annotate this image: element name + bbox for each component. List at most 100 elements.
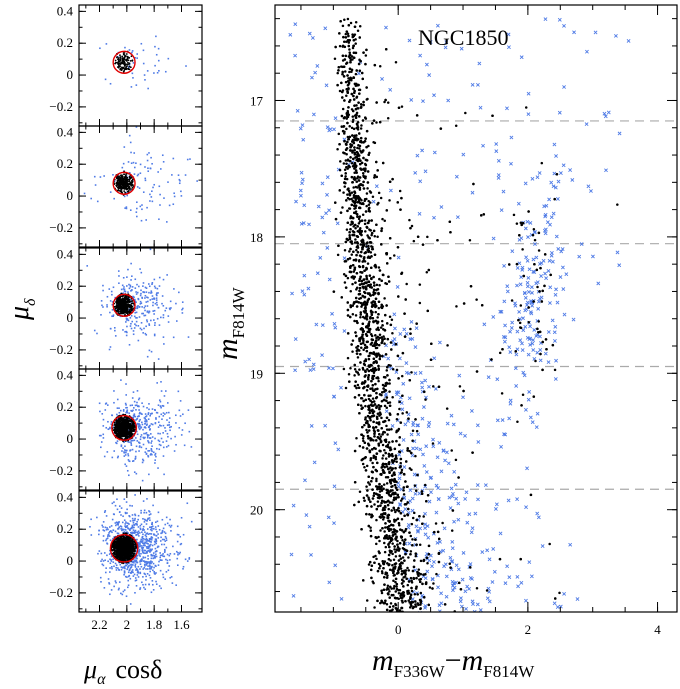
field-star (135, 405, 137, 407)
member-star (116, 302, 118, 304)
field-star (128, 576, 130, 578)
field-star (123, 163, 125, 165)
field-star (146, 319, 148, 321)
member-star (124, 426, 126, 428)
field-star (124, 463, 126, 465)
member-star (128, 557, 130, 559)
field-star (164, 551, 166, 553)
field-star (178, 174, 180, 176)
member-star (113, 541, 115, 543)
field-star (133, 522, 135, 524)
field-star (101, 413, 103, 415)
field-star (165, 430, 167, 432)
field-star (151, 526, 153, 528)
member-star (123, 181, 125, 183)
field-star (182, 312, 184, 314)
field-star (182, 429, 184, 431)
field-star (151, 451, 153, 453)
field-star (137, 572, 139, 574)
field-star (148, 561, 150, 563)
member-stars (110, 532, 137, 564)
field-star (136, 211, 138, 213)
field-star (175, 422, 177, 424)
member-star (129, 427, 131, 429)
field-star (171, 174, 173, 176)
member-star (128, 547, 130, 549)
field-star (115, 525, 117, 527)
field-star (159, 433, 161, 435)
field-star (166, 537, 168, 539)
field-star (169, 555, 171, 557)
field-star (131, 162, 133, 164)
field-star (159, 440, 161, 442)
field-star (142, 429, 144, 431)
field-star (146, 520, 148, 522)
field-star (170, 307, 172, 309)
field-star (140, 573, 142, 575)
field-star (148, 152, 150, 154)
field-star (144, 521, 146, 523)
field-star (156, 299, 158, 301)
field-star (102, 434, 104, 436)
field-star (168, 445, 170, 447)
field-star (154, 555, 156, 557)
field-star (149, 533, 151, 535)
field-star (96, 517, 98, 519)
field-star (134, 518, 136, 520)
field-star (141, 447, 143, 449)
field-star (145, 584, 147, 586)
field-star (149, 571, 151, 573)
field-star (142, 424, 144, 426)
field-star (141, 566, 143, 568)
member-star (115, 60, 117, 62)
field-star (137, 406, 139, 408)
pm-panel-2: −0.200.20.4 (49, 124, 202, 247)
member-star (126, 437, 128, 439)
field-star (145, 579, 147, 581)
field-star (126, 595, 128, 597)
member-star (120, 59, 122, 61)
field-star (167, 436, 169, 438)
field-star (125, 291, 127, 293)
field-star (122, 567, 124, 569)
field-star (180, 400, 182, 402)
member-star (117, 419, 119, 421)
field-star (138, 553, 140, 555)
member-star (119, 301, 121, 303)
field-star (128, 459, 130, 461)
member-star (125, 419, 127, 421)
field-star (144, 418, 146, 420)
field-star (154, 544, 156, 546)
field-star (128, 441, 130, 443)
member-star (118, 60, 120, 62)
field-star (112, 503, 114, 505)
field-star (129, 530, 131, 532)
field-star (146, 563, 148, 565)
field-star (130, 286, 132, 288)
member-star (113, 549, 115, 551)
field-star (155, 526, 157, 528)
field-star (161, 438, 163, 440)
field-star (141, 208, 143, 210)
field-star (107, 560, 109, 562)
field-star (129, 135, 131, 137)
field-star (142, 576, 144, 578)
field-star (136, 293, 138, 295)
field-star (104, 510, 106, 512)
field-star (126, 326, 128, 328)
field-star (148, 312, 150, 314)
field-star (147, 310, 149, 312)
field-star (117, 407, 119, 409)
field-star (123, 591, 125, 593)
field-star (144, 550, 146, 552)
field-star (147, 301, 149, 303)
field-star (103, 175, 105, 177)
member-star (123, 539, 125, 541)
field-star (90, 518, 92, 520)
field-star (136, 473, 138, 475)
field-star (185, 65, 187, 67)
field-star (187, 502, 189, 504)
field-star (117, 399, 119, 401)
field-star (128, 584, 130, 586)
field-star (154, 286, 156, 288)
